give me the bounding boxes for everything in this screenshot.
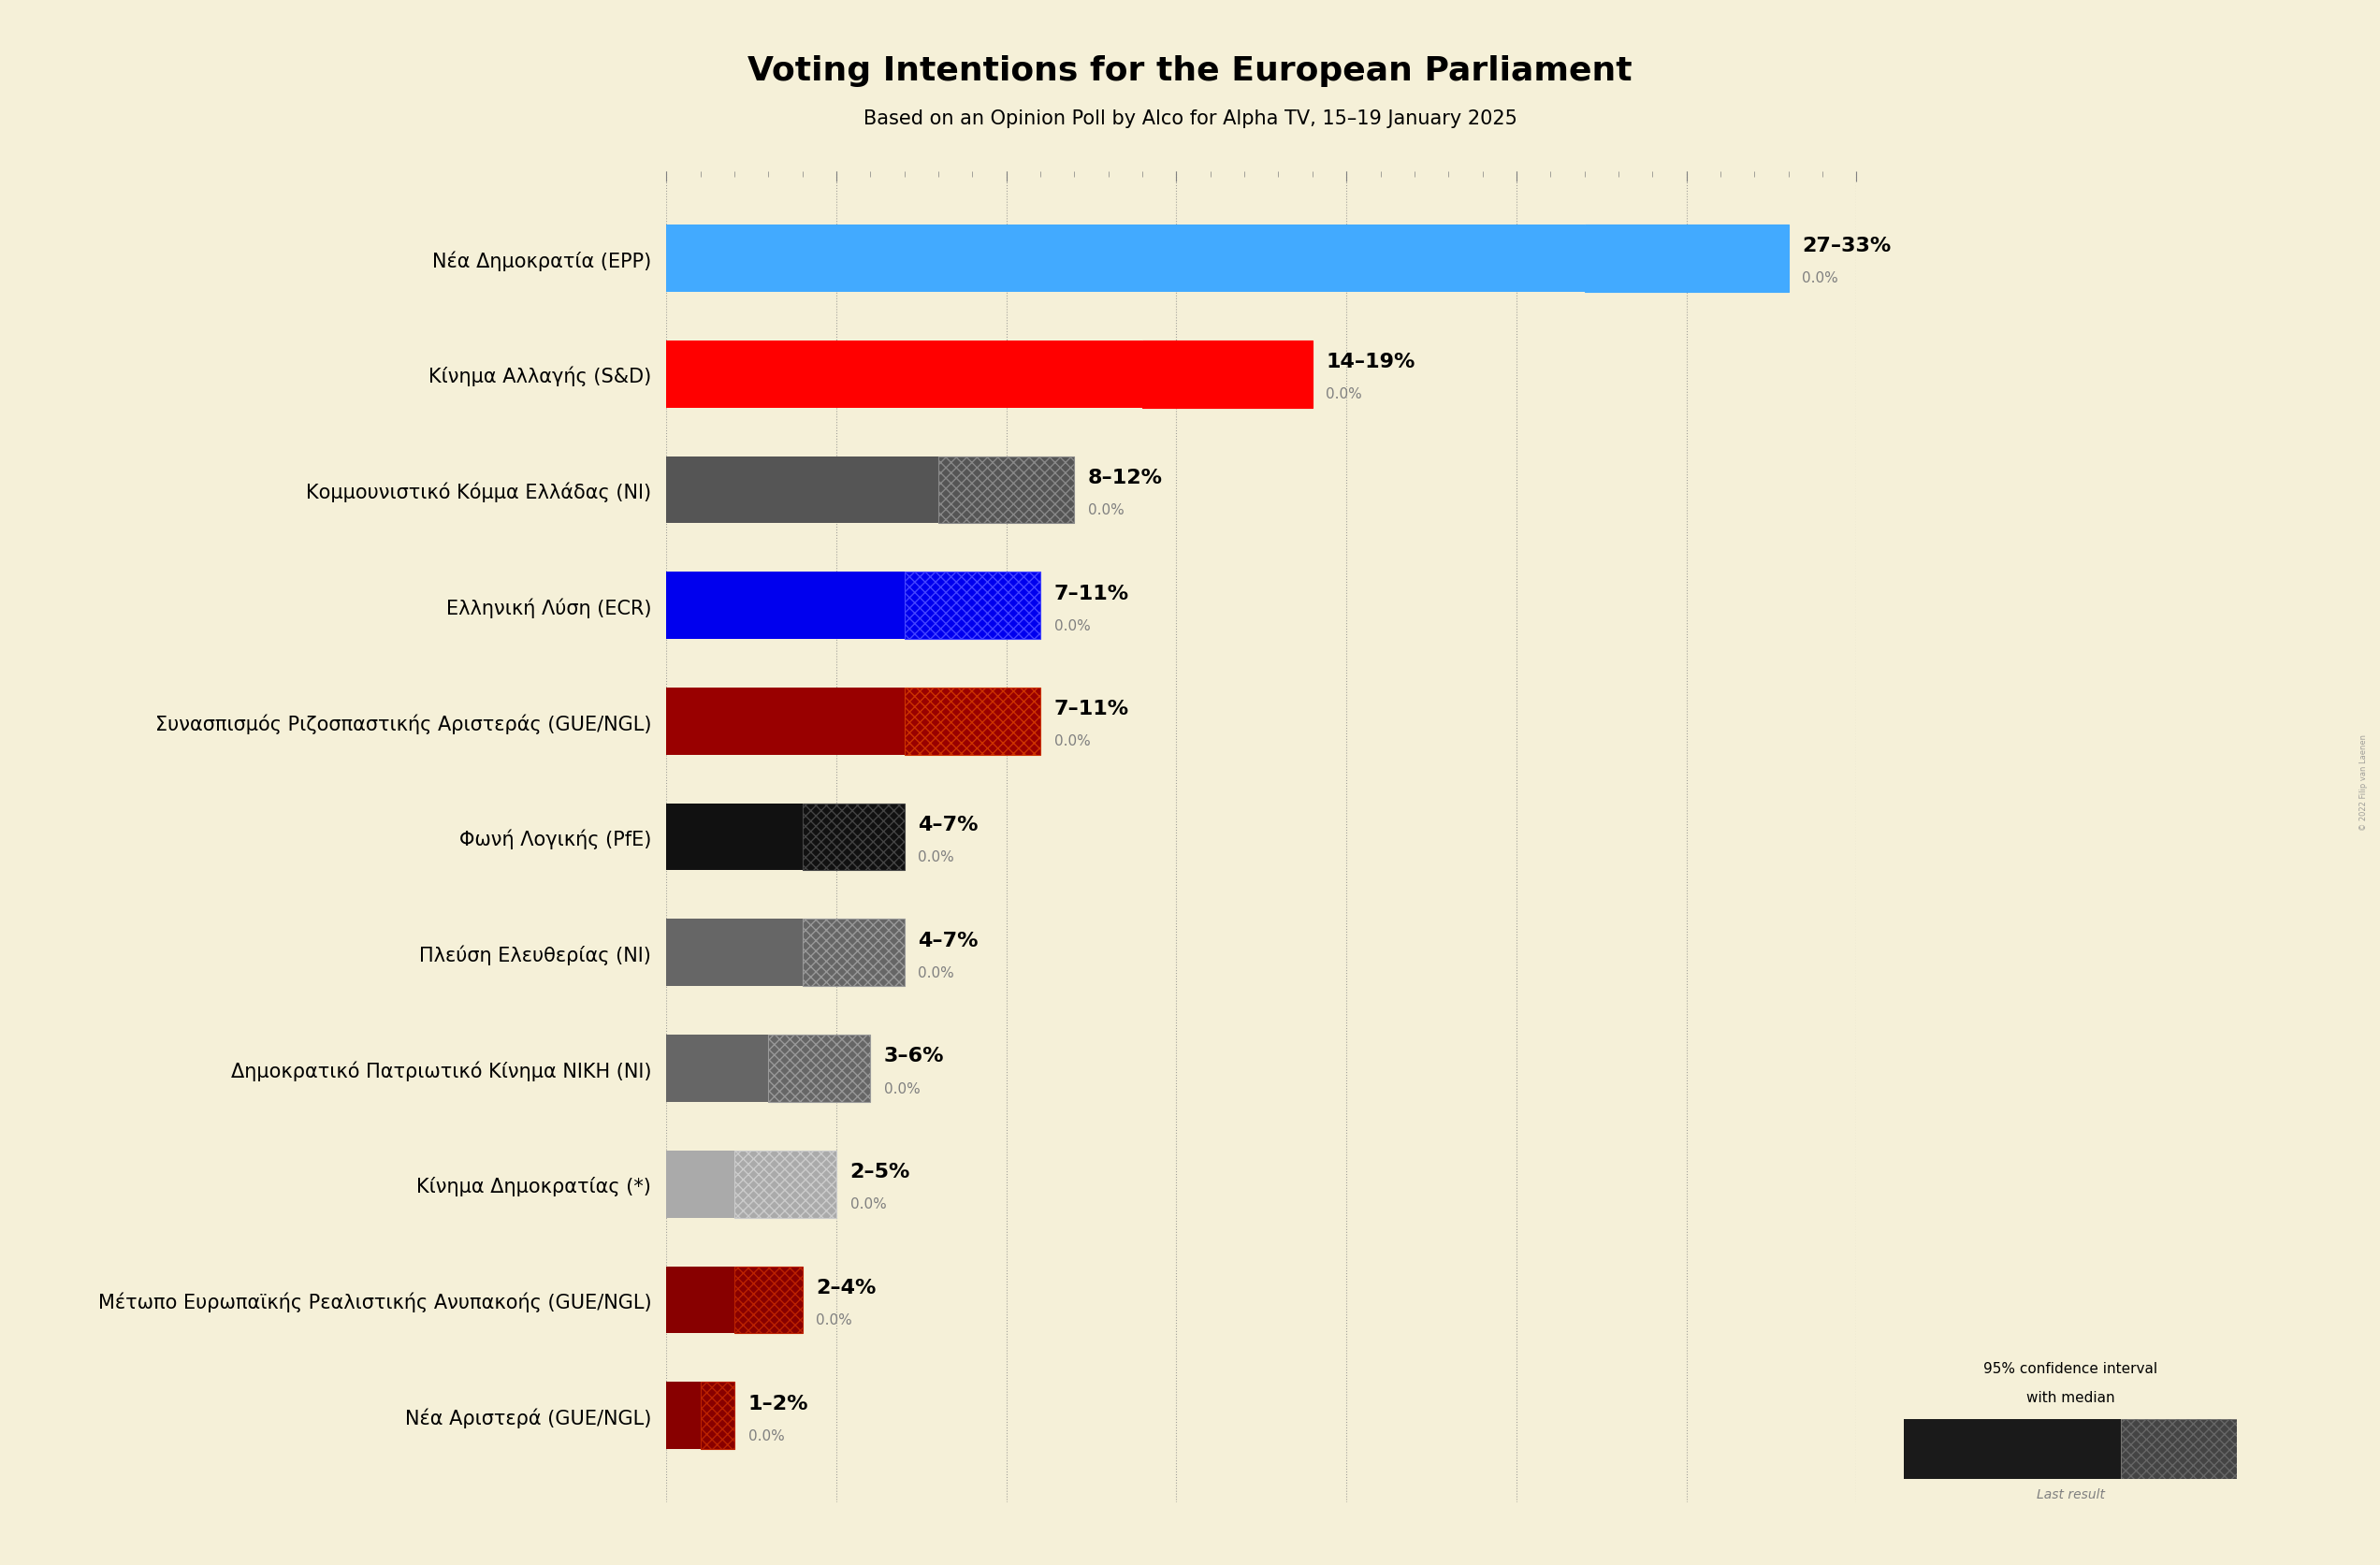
Text: 27–33%: 27–33% xyxy=(1802,236,1892,255)
Bar xyxy=(904,573,1040,640)
Text: 7–11%: 7–11% xyxy=(1054,584,1128,603)
Bar xyxy=(735,1150,835,1218)
Bar xyxy=(802,804,904,870)
Text: 7–11%: 7–11% xyxy=(1054,700,1128,718)
Text: 0.0%: 0.0% xyxy=(1802,272,1837,285)
Bar xyxy=(904,689,1040,756)
Bar xyxy=(700,1382,735,1449)
Bar xyxy=(666,341,1142,408)
Bar xyxy=(666,689,904,756)
Text: 0.0%: 0.0% xyxy=(1054,734,1090,748)
Text: 4–7%: 4–7% xyxy=(919,815,978,834)
Text: Last result: Last result xyxy=(2037,1488,2104,1501)
Text: © 2022 Filip van Laenen: © 2022 Filip van Laenen xyxy=(2359,734,2368,831)
Text: 2–4%: 2–4% xyxy=(816,1279,876,1296)
Bar xyxy=(735,1266,802,1333)
Text: with median: with median xyxy=(2025,1390,2116,1404)
Bar xyxy=(666,1034,769,1102)
Bar xyxy=(666,457,938,524)
Bar xyxy=(666,1382,700,1449)
Text: 0.0%: 0.0% xyxy=(850,1197,885,1211)
Bar xyxy=(1585,225,1787,293)
Text: 14–19%: 14–19% xyxy=(1326,352,1416,371)
Text: 3–6%: 3–6% xyxy=(883,1047,945,1066)
Bar xyxy=(938,457,1073,524)
Text: 95% confidence interval: 95% confidence interval xyxy=(1983,1362,2159,1376)
Bar xyxy=(1142,341,1311,408)
Text: 0.0%: 0.0% xyxy=(883,1081,921,1095)
Text: 0.0%: 0.0% xyxy=(919,966,954,980)
Text: 1–2%: 1–2% xyxy=(747,1393,809,1412)
Text: 4–7%: 4–7% xyxy=(919,931,978,950)
Bar xyxy=(666,1266,735,1333)
Text: 0.0%: 0.0% xyxy=(747,1429,785,1443)
Text: Based on an Opinion Poll by Alco for Alpha TV, 15–19 January 2025: Based on an Opinion Poll by Alco for Alp… xyxy=(864,110,1516,128)
Bar xyxy=(666,573,904,640)
Text: 0.0%: 0.0% xyxy=(1054,618,1090,632)
Text: 0.0%: 0.0% xyxy=(816,1313,852,1327)
Text: 8–12%: 8–12% xyxy=(1088,468,1164,487)
Text: 2–5%: 2–5% xyxy=(850,1163,909,1182)
Text: 0.0%: 0.0% xyxy=(1326,387,1361,401)
Bar xyxy=(666,225,1585,293)
Text: Voting Intentions for the European Parliament: Voting Intentions for the European Parli… xyxy=(747,55,1633,86)
Bar xyxy=(666,1150,735,1218)
Bar xyxy=(769,1034,871,1102)
Bar xyxy=(666,804,802,870)
Bar xyxy=(666,919,802,986)
Text: 0.0%: 0.0% xyxy=(919,850,954,864)
Bar xyxy=(802,919,904,986)
Text: 0.0%: 0.0% xyxy=(1088,502,1123,516)
